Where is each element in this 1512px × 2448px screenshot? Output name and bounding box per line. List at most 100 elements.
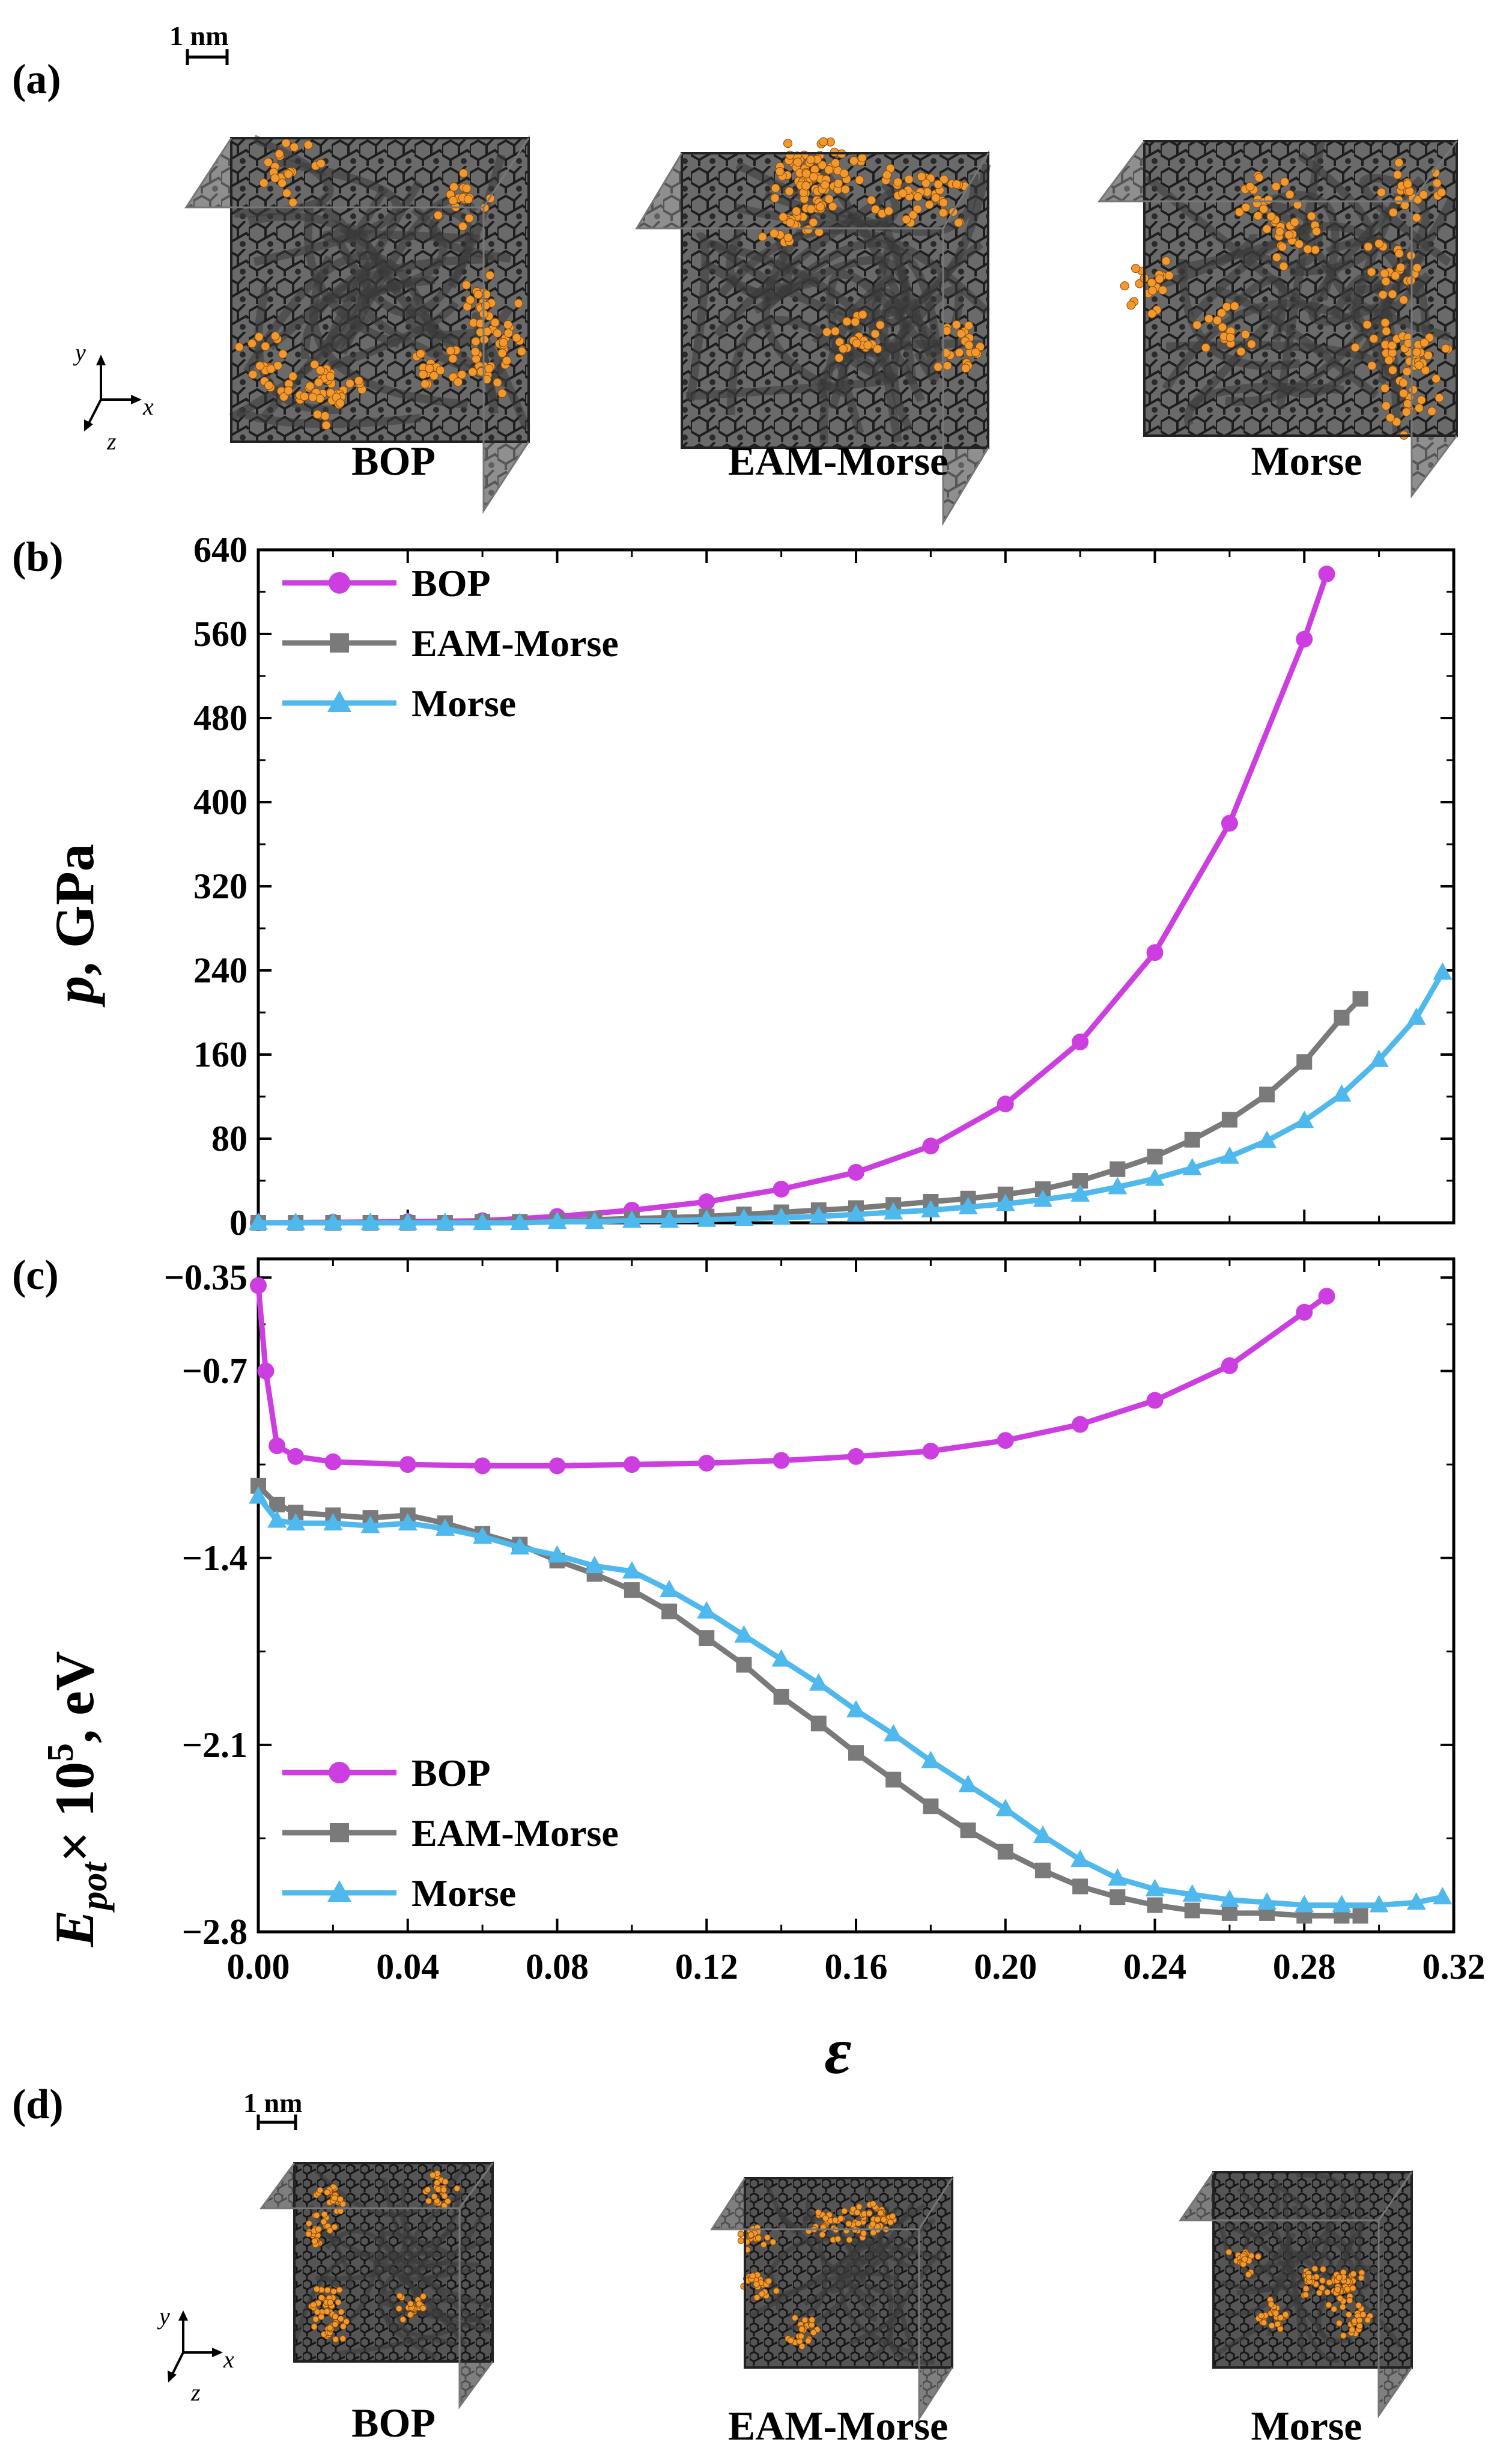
legend-item: Morse: [282, 682, 516, 725]
xlabel-strain: ε: [824, 2014, 851, 2087]
data-point: [1406, 1007, 1426, 1025]
data-point: [1221, 1905, 1237, 1921]
data-point: [622, 1210, 642, 1228]
data-point: [257, 1362, 275, 1380]
data-point: [398, 1213, 417, 1230]
data-point: [584, 1556, 604, 1574]
y-tick-label: 640: [193, 530, 247, 570]
data-point: [698, 1193, 715, 1210]
box-edge: [293, 2162, 494, 2363]
data-point: [1147, 1897, 1163, 1913]
data-point: [1352, 991, 1368, 1007]
data-point: [435, 1518, 455, 1536]
panel-label-c: (c): [12, 1252, 59, 1299]
data-point: [323, 1513, 343, 1530]
data-point: [1259, 1086, 1275, 1103]
structure-bottom-morse: Morse: [1179, 2169, 1413, 2448]
structure-caption: Morse: [1251, 438, 1362, 484]
box-back-edges: [1098, 141, 1458, 499]
series-eam-morse: [250, 1478, 1368, 1924]
x-tick-label: 0.04: [376, 1947, 439, 1987]
legend-marker: [327, 1880, 351, 1902]
structure-top-morse: Morse: [1098, 138, 1459, 499]
axis-y-label: y: [73, 339, 86, 366]
data-point: [1110, 1889, 1126, 1905]
metal-atoms: [737, 2200, 897, 2350]
data-point: [1318, 565, 1335, 583]
data-point: [884, 1202, 903, 1220]
data-point: [922, 1137, 940, 1155]
ylabel-pressure: p, GPa: [44, 844, 105, 1008]
data-point: [1146, 1392, 1164, 1409]
y-axis: 0 80 160 240 320 400 480 560 640: [193, 530, 1454, 1243]
legend-label: BOP: [411, 1752, 491, 1794]
panel-label-b: (b): [12, 534, 64, 580]
data-point: [1110, 1161, 1126, 1177]
data-point: [809, 1673, 828, 1691]
ylabel-tail: , eV: [44, 1651, 105, 1743]
legend-item: Morse: [282, 1872, 516, 1914]
y-tick-label: 560: [193, 614, 247, 654]
data-point: [1433, 1887, 1453, 1905]
chart-energy: −2.8 −2.1 −1.4 −0.7 −0.35 0.00 0.04 0.08 0.12 0.1…: [164, 1257, 1486, 1987]
data-point: [1369, 1049, 1389, 1067]
axes-triad-top: y x z: [73, 339, 154, 455]
box-edge: [1212, 2171, 1413, 2369]
data-point: [958, 1774, 978, 1792]
legend-label: BOP: [411, 562, 491, 604]
data-point: [1295, 1895, 1314, 1913]
data-point: [1318, 1288, 1335, 1305]
box-edge: [230, 137, 530, 443]
structure-bottom-eam-morse: EAM-Morse: [710, 2175, 954, 2448]
data-point: [473, 1526, 493, 1544]
data-point: [286, 1213, 306, 1230]
data-point: [997, 1844, 1013, 1860]
structure-top-eam-morse: EAM-Morse: [635, 137, 991, 526]
box-edge: [681, 152, 989, 449]
data-point: [995, 1798, 1015, 1816]
data-point: [1221, 815, 1238, 832]
metal-atoms: [305, 2170, 461, 2343]
data-point: [1108, 1868, 1128, 1886]
data-point: [1184, 1902, 1200, 1919]
data-point: [435, 1213, 455, 1230]
data-point: [884, 1724, 903, 1742]
data-point: [960, 1822, 976, 1839]
data-point: [1070, 1850, 1090, 1867]
data-point: [1296, 1303, 1313, 1321]
data-point: [473, 1213, 493, 1230]
data-point: [1072, 1034, 1089, 1050]
structure-caption: EAM-Morse: [728, 2403, 948, 2448]
data-point: [323, 1213, 343, 1230]
data-point: [1369, 1895, 1389, 1913]
y-tick-label: 320: [193, 866, 247, 906]
legend-item: BOP: [282, 1752, 491, 1794]
structure-caption: BOP: [351, 438, 436, 484]
data-point: [773, 1688, 789, 1705]
data-point: [736, 1657, 752, 1673]
structure-bottom-bop: BOP: [260, 2160, 494, 2446]
data-point: [474, 1457, 491, 1475]
axis-z-label: z: [106, 428, 117, 455]
data-point: [771, 1649, 791, 1667]
data-point: [699, 1630, 715, 1646]
legend-item: BOP: [282, 562, 491, 604]
y-tick-label: 160: [193, 1035, 247, 1074]
box-back-edges: [710, 2178, 953, 2422]
x-tick-label: 0.16: [825, 1947, 888, 1987]
y-tick-label: −2.8: [182, 1912, 247, 1952]
series-line: [258, 573, 1329, 1226]
structure-caption: Morse: [1251, 2403, 1362, 2448]
metal-atoms: [758, 137, 985, 373]
data-point: [1219, 1146, 1239, 1164]
box-back-edges: [1179, 2172, 1413, 2419]
axis-x-label: x: [142, 393, 154, 420]
legend: BOP EAM-Morse Morse: [282, 562, 619, 725]
data-point: [286, 1513, 306, 1530]
y-tick-label: 80: [211, 1119, 247, 1159]
data-point: [1257, 1892, 1277, 1910]
data-point: [923, 1798, 939, 1815]
structure-top-bop: BOP: [184, 135, 530, 514]
data-point: [623, 1456, 640, 1473]
